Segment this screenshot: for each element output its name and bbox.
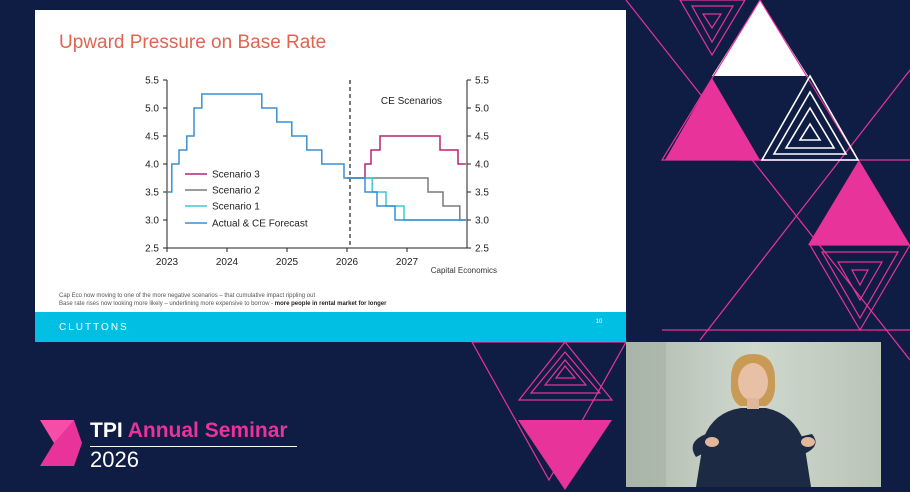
y-tick-label-left: 4.0 [145, 160, 159, 171]
caption-line-2-emphasis: more people in rental market for longer [274, 301, 387, 307]
y-tick-label-right: 4.5 [475, 132, 489, 143]
legend-label: Actual & CE Forecast [212, 219, 308, 230]
y-tick-label-right: 3.0 [475, 216, 489, 227]
event-year: 2026 [90, 447, 139, 472]
x-tick-label: 2026 [336, 257, 359, 268]
caption-line-2-text: Base rate rises now looking more likely … [59, 301, 275, 307]
slide-footer-bar: CLUTTONS 10 [35, 312, 626, 342]
legend-label: Scenario 2 [212, 186, 260, 197]
x-tick-label: 2025 [276, 257, 299, 268]
chart-source: Capital Economics [431, 266, 497, 275]
slide-title: Upward Pressure on Base Rate [59, 32, 327, 53]
y-tick-label-left: 5.0 [145, 104, 159, 115]
x-tick-label: 2023 [156, 257, 179, 268]
footer-brand: CLUTTONS [59, 322, 129, 333]
series-line [347, 177, 466, 221]
legend-label: Scenario 1 [212, 202, 260, 213]
event-name-accent: Annual Seminar [127, 419, 288, 442]
outline-triangles [470, 0, 910, 482]
y-tick-label-left: 5.5 [145, 76, 159, 87]
white-outline-triangles [760, 74, 860, 161]
event-divider [90, 446, 297, 447]
caption-line-1: Cap Eco now moving to one of the more ne… [59, 293, 316, 299]
event-name: TPI Annual Seminar [90, 419, 288, 443]
tpi-logo-icon [40, 420, 82, 466]
speaker-image [626, 342, 881, 487]
y-tick-label-left: 4.5 [145, 132, 159, 143]
presentation-slide: Upward Pressure on Base Rate 2.5 2.5 3.0 3.… [35, 10, 626, 342]
caption-line-2: Base rate rises now looking more likely … [59, 301, 386, 307]
annotation-ce-scenarios: CE Scenarios [381, 96, 442, 107]
y-tick-label-left: 2.5 [145, 244, 159, 255]
speaker-video-feed [626, 342, 881, 487]
y-tick-label-right: 5.0 [475, 104, 489, 115]
x-tick-label: 2027 [396, 257, 419, 268]
y-tick-label-right: 3.5 [475, 188, 489, 199]
magenta-triangle [665, 78, 760, 160]
y-tick-label-right: 2.5 [475, 244, 489, 255]
y-tick-label-left: 3.5 [145, 188, 159, 199]
x-tick-label: 2024 [216, 257, 239, 268]
base-rate-chart: 2.5 2.5 3.0 3.0 3.5 3.5 4.0 4.0 4.5 4.5 5.0 5.0 5.5 5… [145, 76, 497, 276]
legend-label: Scenario 3 [212, 170, 260, 181]
white-triangle [712, 0, 808, 76]
event-name-prefix: TPI [90, 419, 123, 442]
y-tick-label-left: 3.0 [145, 216, 159, 227]
series-line [167, 93, 466, 221]
slide-page-number: 10 [595, 319, 603, 325]
y-tick-label-right: 5.5 [475, 76, 489, 87]
series-line [347, 177, 466, 221]
series-line [347, 135, 466, 179]
magenta-triangle [518, 420, 612, 490]
y-tick-label-right: 4.0 [475, 160, 489, 171]
magenta-triangle [808, 160, 910, 245]
